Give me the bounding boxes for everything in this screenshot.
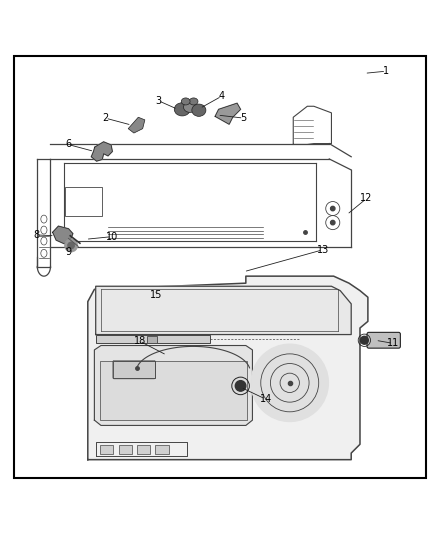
Polygon shape <box>95 286 350 335</box>
Bar <box>95 335 209 343</box>
Bar <box>147 336 156 343</box>
Text: 13: 13 <box>316 245 328 255</box>
Bar <box>65 188 102 216</box>
Text: 10: 10 <box>106 232 118 241</box>
Text: 2: 2 <box>102 113 108 123</box>
Circle shape <box>64 239 78 252</box>
Text: 9: 9 <box>65 247 71 256</box>
Text: 6: 6 <box>65 140 71 149</box>
FancyBboxPatch shape <box>366 333 399 348</box>
Text: 12: 12 <box>360 193 372 204</box>
Text: 14: 14 <box>259 394 271 404</box>
Ellipse shape <box>181 98 190 105</box>
Circle shape <box>251 344 328 422</box>
Polygon shape <box>128 117 145 133</box>
Bar <box>137 445 150 455</box>
Polygon shape <box>215 103 240 124</box>
Text: 5: 5 <box>240 113 246 123</box>
Polygon shape <box>91 142 112 161</box>
Ellipse shape <box>174 103 190 116</box>
Polygon shape <box>53 226 73 244</box>
Polygon shape <box>88 276 367 459</box>
Text: 15: 15 <box>149 290 162 300</box>
Bar <box>155 445 168 455</box>
Bar <box>113 361 155 378</box>
Ellipse shape <box>189 98 198 105</box>
Bar <box>100 445 113 455</box>
Circle shape <box>360 336 367 344</box>
Text: 8: 8 <box>33 230 39 240</box>
Text: 11: 11 <box>386 338 398 349</box>
Polygon shape <box>94 345 252 425</box>
Text: 18: 18 <box>133 336 145 346</box>
Text: 1: 1 <box>382 66 389 76</box>
Bar <box>118 445 131 455</box>
Circle shape <box>330 221 334 225</box>
Text: 4: 4 <box>218 91 224 101</box>
Circle shape <box>67 242 74 249</box>
Ellipse shape <box>191 104 205 116</box>
Ellipse shape <box>183 102 196 112</box>
Circle shape <box>235 381 245 391</box>
Text: 3: 3 <box>155 95 161 106</box>
Circle shape <box>330 206 334 211</box>
Bar <box>100 361 247 420</box>
